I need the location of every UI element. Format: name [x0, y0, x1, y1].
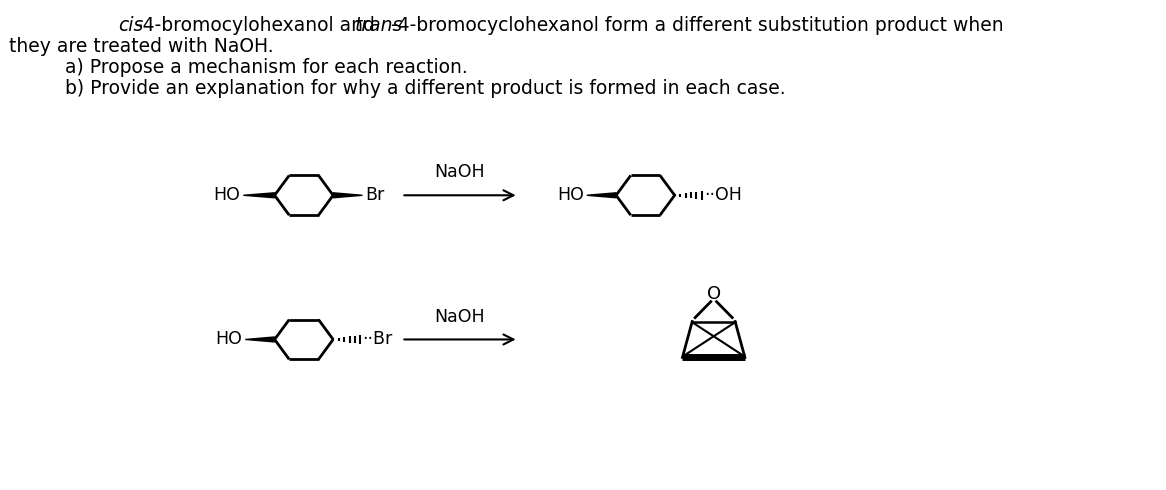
Text: HO: HO: [216, 330, 243, 348]
Polygon shape: [333, 193, 363, 198]
Text: b) Provide an explanation for why a different product is formed in each case.: b) Provide an explanation for why a diff…: [65, 79, 786, 98]
Text: -4-bromocylohexanol and: -4-bromocylohexanol and: [119, 16, 381, 35]
Text: a) Propose a mechanism for each reaction.: a) Propose a mechanism for each reaction…: [65, 58, 468, 77]
Text: HO: HO: [213, 186, 240, 204]
Text: NaOH: NaOH: [435, 163, 485, 181]
Text: O: O: [707, 285, 721, 303]
Text: they are treated with NaOH.: they are treated with NaOH.: [9, 37, 274, 56]
Text: ··OH: ··OH: [704, 186, 742, 204]
Text: -4-bromocyclohexanol form a different substitution product when: -4-bromocyclohexanol form a different su…: [354, 16, 1003, 35]
Text: ··Br: ··Br: [363, 330, 393, 348]
Polygon shape: [245, 337, 274, 342]
Polygon shape: [586, 193, 616, 198]
Polygon shape: [244, 193, 274, 198]
Text: trans: trans: [354, 16, 402, 35]
Text: cis: cis: [119, 16, 143, 35]
Text: NaOH: NaOH: [435, 308, 485, 325]
Text: Br: Br: [365, 186, 385, 204]
Text: HO: HO: [557, 186, 584, 204]
